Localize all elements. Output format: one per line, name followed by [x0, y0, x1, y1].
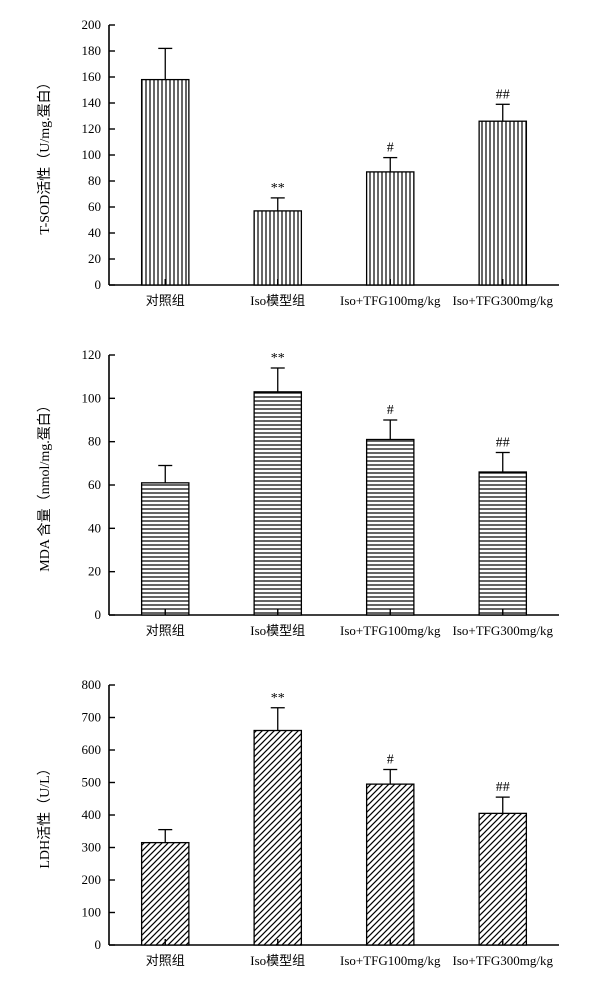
chart-mda: 0 20 40 60 80 100 120 对照组 ** Iso模型组 # Iso+TFG100mg/… — [29, 340, 579, 660]
y-tick-label: 40 — [88, 225, 101, 240]
significance-label: ## — [496, 87, 510, 102]
y-tick-label: 140 — [82, 95, 102, 110]
y-tick-label: 20 — [88, 564, 101, 579]
significance-label: ** — [271, 181, 285, 196]
bar — [367, 440, 414, 616]
significance-label: # — [387, 141, 394, 156]
bar — [479, 813, 526, 945]
y-axis-label: MDA 含量（nmol/mg.蛋白） — [37, 398, 53, 571]
y-axis-label: LDH活性（U/L） — [37, 761, 53, 868]
category-label: Iso+TFG100mg/kg — [340, 293, 441, 308]
y-tick-label: 180 — [82, 43, 102, 58]
bar — [367, 172, 414, 285]
y-tick-label: 300 — [82, 840, 102, 855]
category-label: Iso+TFG300mg/kg — [452, 953, 553, 968]
y-tick-label: 500 — [82, 775, 102, 790]
significance-label: ** — [271, 351, 285, 366]
bar — [479, 121, 526, 285]
y-tick-label: 100 — [82, 905, 102, 920]
y-tick-label: 100 — [82, 147, 102, 162]
y-tick-label: 20 — [88, 251, 101, 266]
y-tick-label: 120 — [82, 121, 102, 136]
y-tick-label: 80 — [88, 434, 101, 449]
y-tick-label: 80 — [88, 173, 101, 188]
figure-container: 020406080100120140160180200对照组**Iso模型组#I… — [0, 0, 608, 1000]
bar — [142, 483, 189, 615]
category-label: Iso+TFG100mg/kg — [340, 623, 441, 638]
y-tick-label: 60 — [88, 477, 101, 492]
significance-label: # — [387, 753, 394, 768]
category-label: Iso+TFG300mg/kg — [452, 293, 553, 308]
y-tick-label: 400 — [82, 807, 102, 822]
y-tick-label: 200 — [82, 872, 102, 887]
category-label: 对照组 — [146, 623, 185, 638]
category-label: Iso+TFG100mg/kg — [340, 953, 441, 968]
significance-label: # — [387, 403, 394, 418]
category-label: Iso模型组 — [250, 623, 305, 638]
y-tick-label: 60 — [88, 199, 101, 214]
category-label: 对照组 — [146, 953, 185, 968]
y-axis-label: T-SOD活性（U/mg.蛋白） — [37, 75, 53, 234]
y-tick-label: 0 — [95, 937, 102, 952]
bar — [479, 472, 526, 615]
y-tick-label: 160 — [82, 69, 102, 84]
significance-label: ## — [496, 780, 510, 795]
bar — [142, 843, 189, 945]
y-tick-label: 200 — [82, 17, 102, 32]
y-tick-label: 600 — [82, 742, 102, 757]
chart-tsod: 0 20 40 60 80 100 120 140 160 180 200 对照组 ** Iso模型组 # I… — [29, 10, 579, 330]
y-tick-label: 40 — [88, 520, 101, 535]
y-tick-label: 0 — [95, 277, 102, 292]
significance-label: ** — [271, 691, 285, 706]
bar — [254, 392, 301, 615]
y-tick-label: 100 — [82, 390, 102, 405]
category-label: Iso+TFG300mg/kg — [452, 623, 553, 638]
y-tick-label: 800 — [82, 677, 102, 692]
chart-ldh: 0 100 200 300 400 500 600 700 800 对照组 ** Iso模型组 # Iso… — [29, 670, 579, 990]
category-label: Iso模型组 — [250, 953, 305, 968]
bar — [254, 731, 301, 946]
y-tick-label: 0 — [95, 607, 102, 622]
y-tick-label: 700 — [82, 710, 102, 725]
category-label: Iso模型组 — [250, 293, 305, 308]
significance-label: ## — [496, 436, 510, 451]
bar — [254, 211, 301, 285]
y-tick-label: 120 — [82, 347, 102, 362]
bar — [142, 80, 189, 285]
category-label: 对照组 — [146, 293, 185, 308]
bar — [367, 784, 414, 945]
